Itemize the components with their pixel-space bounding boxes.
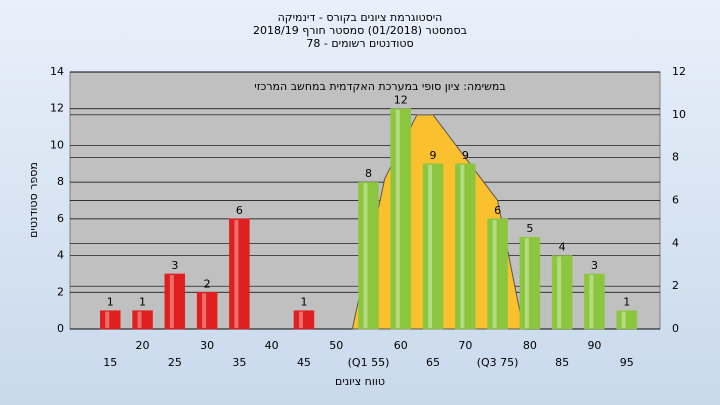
data-label: 1 [139,296,146,309]
chart-title: היסטוגרמת ציונים בקורס - דינמיקה [278,11,443,24]
data-label: 3 [171,259,178,272]
x-tick-label: (Q1 55) [348,356,390,369]
x-tick-label: 25 [168,356,182,369]
y-tick-label: 6 [57,212,64,225]
y-tick-label: 0 [57,322,64,335]
data-label: 5 [526,222,533,235]
y2-tick-label: 0 [672,322,679,335]
data-label: 6 [236,204,243,217]
y-tick-label: 12 [50,102,64,115]
chart-subtitle: סטודנטים רשומים - 78 [306,37,413,50]
data-label: 12 [394,94,408,107]
annotation: במשימה: ציון סופי במערכת האקדמית במחשב ה… [254,80,505,93]
bar [229,218,250,330]
x-tick-label: 90 [587,339,601,352]
x-tick-label: 50 [329,339,343,352]
bar [293,310,315,330]
x-tick-label: 35 [232,356,246,369]
x-axis-label: טווח ציונים [335,375,385,388]
bar [358,181,379,330]
data-label: 1 [300,296,307,309]
bar [519,236,541,330]
bar [455,163,476,330]
x-tick-label: 60 [394,339,408,352]
x-tick-label: 45 [297,356,311,369]
bar [164,273,186,330]
data-label: 6 [494,204,501,217]
x-tick-label: 15 [103,356,117,369]
data-label: 2 [204,277,211,290]
y-tick-label: 10 [50,138,64,151]
y-axis-label: מספר סטודנטים [27,162,40,238]
bar [551,255,573,330]
x-tick-label: 65 [426,356,440,369]
data-label: 9 [430,149,437,162]
x-tick-label: 70 [458,339,472,352]
bar [132,310,153,330]
x-tick-label: 30 [200,339,214,352]
data-label: 8 [365,167,372,180]
data-label: 1 [623,296,630,309]
y2-tick-label: 4 [672,236,679,249]
chart-subtitle: בסמסטר (01/2018) סמסטר חורף 2018/19 [253,24,467,37]
y2-tick-label: 6 [672,194,679,207]
x-tick-label: 40 [265,339,279,352]
bar [100,310,121,330]
y-tick-label: 14 [50,65,64,78]
data-label: 9 [462,149,469,162]
x-tick-label: (Q3 75) [477,356,519,369]
bar [584,273,605,330]
x-tick-label: 95 [620,356,634,369]
x-tick-label: 20 [136,339,150,352]
bar [196,292,218,330]
y-tick-label: 4 [57,249,64,262]
bar [487,218,508,330]
bar [422,163,444,330]
y2-tick-label: 8 [672,151,679,164]
y-tick-label: 2 [57,285,64,298]
y-tick-label: 8 [57,175,64,188]
y2-tick-label: 10 [672,108,686,121]
x-tick-label: 85 [555,356,569,369]
data-label: 4 [559,241,566,254]
bar [390,108,412,330]
data-label: 3 [591,259,598,272]
y2-tick-label: 12 [672,65,686,78]
x-tick-label: 80 [523,339,537,352]
data-label: 1 [107,296,114,309]
bar [616,310,637,330]
y2-tick-label: 2 [672,279,679,292]
